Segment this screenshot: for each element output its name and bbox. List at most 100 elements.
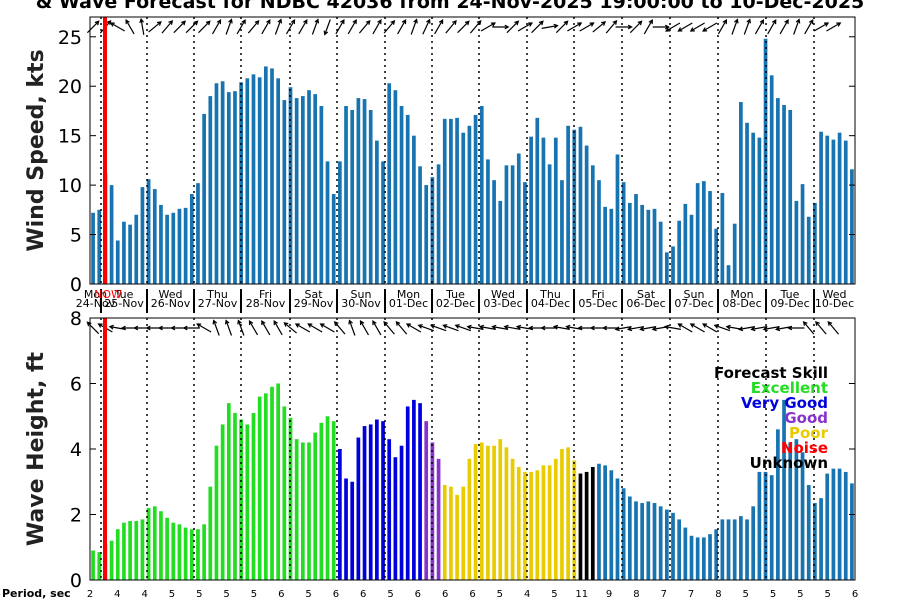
- day-of-week-label: Tue: [445, 288, 465, 301]
- y-tick-label: 2: [70, 505, 82, 527]
- period-value: 6: [278, 589, 284, 600]
- wave-bar: [603, 465, 607, 581]
- legend-item-excellent: Excellent: [751, 379, 828, 397]
- wind-bar: [800, 184, 805, 284]
- wave-bar: [263, 393, 268, 580]
- wave-bar: [368, 424, 373, 580]
- wave-bar: [578, 473, 583, 580]
- direction-arrow: [702, 323, 718, 333]
- direction-arrow: [395, 320, 408, 335]
- wave-bar: [171, 522, 176, 580]
- wind-bar: [837, 132, 842, 284]
- wave-bar: [208, 486, 213, 580]
- wave-bar: [702, 537, 706, 580]
- period-value: 4: [524, 589, 530, 600]
- direction-arrow: [639, 326, 657, 332]
- wave-bar: [313, 432, 318, 581]
- wind-bar: [214, 83, 219, 284]
- direction-arrow: [372, 320, 382, 336]
- wind-bar: [183, 207, 188, 284]
- wave-bar: [362, 426, 367, 580]
- wind-bar: [794, 200, 799, 284]
- wind-bar: [375, 140, 379, 284]
- wind-bar: [702, 181, 706, 284]
- direction-arrow: [466, 324, 484, 330]
- wave-bar: [819, 498, 823, 581]
- wind-bar: [843, 140, 848, 284]
- wind-bar: [461, 132, 466, 284]
- day-date-label: 07-Dec: [674, 297, 713, 310]
- wave-bar: [196, 529, 200, 580]
- day-of-week-label: Thu: [206, 288, 228, 301]
- wave-bar: [214, 445, 219, 580]
- day-date-label: 06-Dec: [626, 297, 665, 310]
- wind-bar: [646, 209, 651, 284]
- day-date-label: 09-Dec: [770, 297, 809, 310]
- day-date-label: 04-Dec: [531, 297, 570, 310]
- direction-arrow: [148, 21, 162, 33]
- wave-bar: [307, 442, 311, 580]
- wave-bar: [566, 447, 570, 580]
- day-date-label: 02-Dec: [436, 297, 475, 310]
- direction-arrow: [405, 323, 422, 333]
- wave-bar: [634, 501, 638, 580]
- direction-arrow: [767, 19, 777, 35]
- wind-bar: [115, 240, 120, 284]
- wave-bar: [757, 471, 762, 580]
- wind-bar: [664, 252, 669, 284]
- wave-bar: [338, 449, 342, 580]
- direction-arrow: [311, 18, 320, 35]
- direction-arrow: [294, 323, 311, 333]
- wave-bar: [473, 444, 478, 580]
- day-date-label: 01-Dec: [389, 297, 428, 310]
- wave-bar: [615, 478, 620, 580]
- wave-bar: [405, 406, 410, 580]
- wave-bar: [479, 442, 484, 580]
- wind-bar: [202, 113, 206, 284]
- direction-arrow: [815, 320, 827, 335]
- y-tick-label: 0: [70, 570, 82, 592]
- day-of-week-label: Mon: [730, 288, 753, 301]
- wind-bar: [590, 165, 595, 284]
- wind-bar: [263, 66, 268, 284]
- direction-arrow: [139, 17, 145, 36]
- direction-arrow: [161, 19, 174, 34]
- direction-arrow: [643, 19, 653, 35]
- direction-arrow: [469, 19, 482, 34]
- direction-arrow: [109, 22, 125, 32]
- wave-bar: [436, 458, 441, 580]
- direction-arrow: [86, 20, 100, 34]
- now-label: NOW: [94, 288, 122, 301]
- wave-bar: [739, 516, 743, 580]
- wind-bar: [831, 139, 836, 284]
- wave-bar: [714, 529, 719, 580]
- legend-item-unknown: Unknown: [750, 454, 828, 472]
- day-date-label: 08-Dec: [722, 297, 761, 310]
- wave-bar: [122, 522, 126, 580]
- wind-bar: [467, 125, 472, 284]
- wind-bar: [109, 185, 114, 284]
- wind-bar: [270, 68, 274, 284]
- direction-arrow: [731, 18, 739, 35]
- wind-bar: [257, 77, 262, 284]
- wave-bar: [294, 439, 299, 580]
- wave-bar: [418, 403, 422, 580]
- wave-bar: [220, 424, 225, 580]
- wave-bar: [442, 485, 447, 580]
- direction-arrow: [827, 320, 839, 335]
- y-tick-label: 15: [58, 126, 82, 148]
- wind-bar: [171, 212, 176, 284]
- wave-bar: [769, 475, 774, 580]
- direction-arrow: [804, 19, 814, 35]
- direction-arrow: [434, 19, 444, 35]
- wind-bar: [455, 117, 459, 285]
- direction-arrow: [348, 319, 356, 336]
- wind-bar: [331, 194, 336, 284]
- y-tick-label: 0: [70, 274, 82, 296]
- wave-bar: [843, 471, 848, 580]
- direction-arrow: [359, 320, 370, 336]
- wave-bar: [831, 468, 836, 580]
- wave-bar: [516, 467, 521, 580]
- wave-bar: [189, 529, 194, 580]
- wave-bar: [146, 507, 151, 580]
